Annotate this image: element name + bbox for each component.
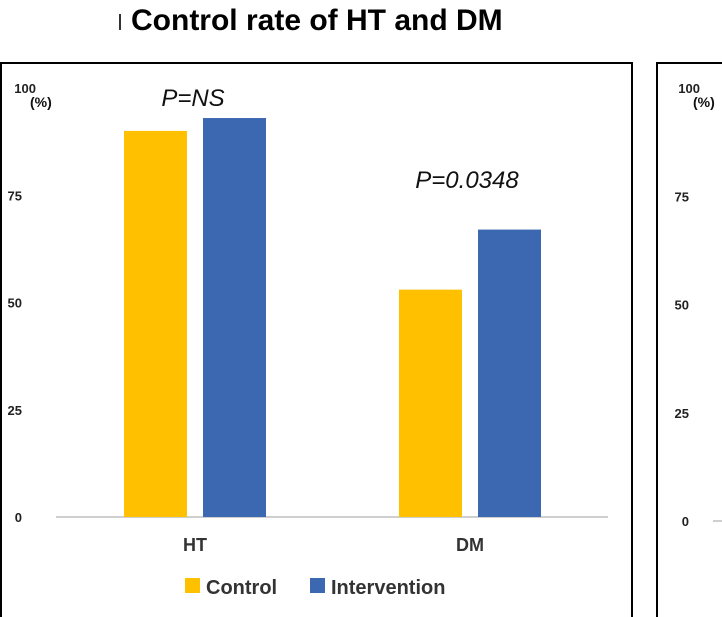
panel-2-plot: 0 25 50 75 100(%) xyxy=(675,81,722,529)
x-tick-label: HT xyxy=(183,535,207,555)
figure-title: Control rate of HT and DM xyxy=(131,4,503,37)
bar-dm-intervention xyxy=(478,229,541,517)
y-tick-label: 50 xyxy=(8,296,22,311)
p-value-annotation: P=NS xyxy=(161,85,224,112)
y-axis-unit: (%) xyxy=(30,94,52,110)
y-axis-unit: (%) xyxy=(693,94,715,110)
y-tick-label: 100 xyxy=(14,81,36,96)
x-tick-label: DM xyxy=(456,535,484,555)
y-tick-label: 50 xyxy=(675,298,689,313)
y-tick-label: 100 xyxy=(678,81,700,96)
y-tick-label: 25 xyxy=(8,403,22,418)
title-fragment-mark xyxy=(119,14,121,30)
bar-ht-intervention xyxy=(203,118,266,517)
y-tick-label: 25 xyxy=(675,406,689,421)
panel-1-frame xyxy=(0,62,633,617)
y-tick-label: 0 xyxy=(15,510,22,525)
y-tick-label: 75 xyxy=(675,189,689,204)
p-value-annotation: P=0.0348 xyxy=(415,167,519,194)
bar-dm-control xyxy=(399,289,462,517)
legend-swatch-control xyxy=(185,578,200,593)
bar-ht-control xyxy=(124,130,187,517)
y-tick-label: 0 xyxy=(682,514,689,529)
legend-label-control: Control xyxy=(206,577,277,599)
y-tick-label: 75 xyxy=(8,188,22,203)
panel-2-frame xyxy=(656,62,722,617)
panel-1-plot: 0 25 50 75 100(%) HT DM P=NS P=0.0348 Control Inte… xyxy=(8,81,608,599)
legend-label-intervention: Intervention xyxy=(331,577,445,599)
legend-swatch-intervention xyxy=(310,578,325,593)
